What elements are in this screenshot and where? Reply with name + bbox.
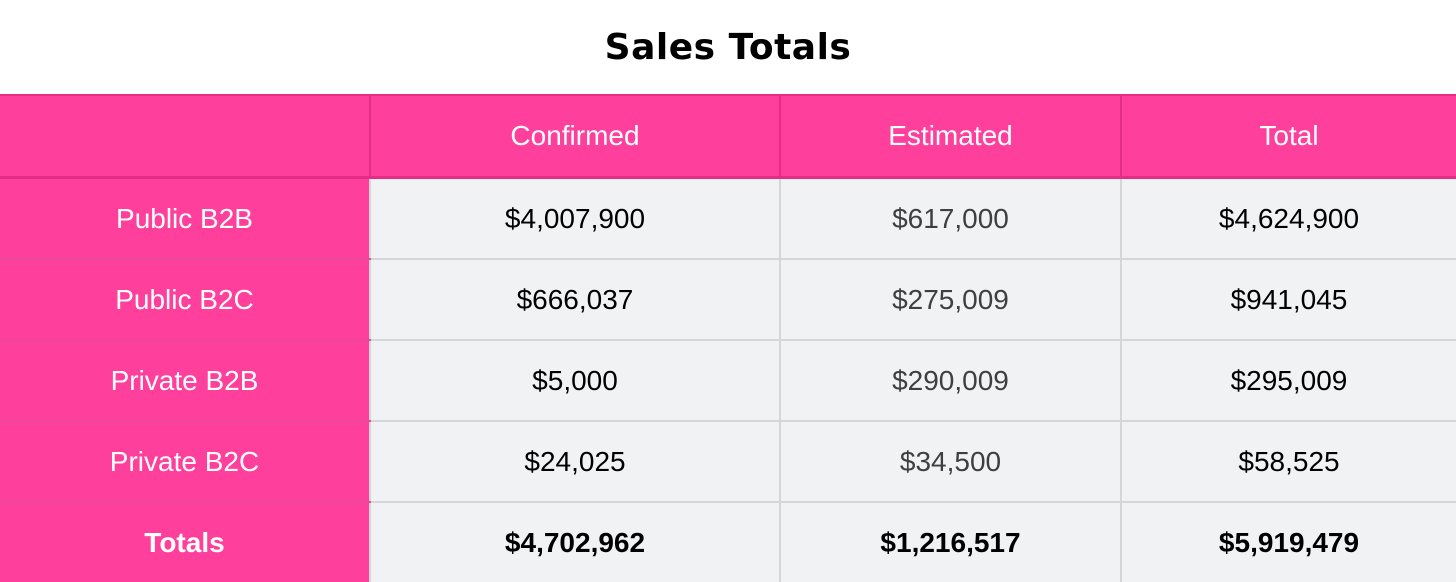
totals-confirmed-cell: $4,702,962 [369, 502, 780, 582]
confirmed-cell: $666,037 [369, 259, 780, 341]
row-label: Private B2C [0, 421, 370, 503]
estimated-cell: $290,009 [779, 340, 1121, 422]
estimated-cell: $617,000 [779, 177, 1121, 260]
total-cell: $58,525 [1120, 421, 1456, 503]
confirmed-cell: $4,007,900 [369, 177, 780, 260]
totals-estimated-cell: $1,216,517 [779, 502, 1121, 582]
total-cell: $941,045 [1120, 259, 1456, 341]
confirmed-cell: $5,000 [369, 340, 780, 422]
row-label: Private B2B [0, 340, 370, 422]
totals-row: Totals $4,702,962 $1,216,517 $5,919,479 [0, 502, 1456, 582]
column-header-total: Total [1120, 94, 1456, 179]
total-cell: $4,624,900 [1120, 177, 1456, 260]
table-header-row: Confirmed Estimated Total [0, 94, 1456, 179]
table-row: Private B2B $5,000 $290,009 $295,009 [0, 340, 1456, 422]
column-header-confirmed: Confirmed [369, 94, 780, 179]
estimated-cell: $34,500 [779, 421, 1121, 503]
column-header-estimated: Estimated [779, 94, 1121, 179]
table-row: Public B2B $4,007,900 $617,000 $4,624,90… [0, 177, 1456, 260]
page-title: Sales Totals [604, 27, 852, 68]
total-cell: $295,009 [1120, 340, 1456, 422]
table-row: Private B2C $24,025 $34,500 $58,525 [0, 421, 1456, 503]
sales-totals-table: Confirmed Estimated Total Public B2B $4,… [0, 94, 1456, 582]
totals-total-cell: $5,919,479 [1120, 502, 1456, 582]
row-label: Public B2C [0, 259, 370, 341]
confirmed-cell: $24,025 [369, 421, 780, 503]
row-label: Public B2B [0, 177, 370, 260]
totals-label: Totals [0, 502, 370, 582]
table-row: Public B2C $666,037 $275,009 $941,045 [0, 259, 1456, 341]
estimated-cell: $275,009 [779, 259, 1121, 341]
column-header-empty [0, 94, 370, 179]
